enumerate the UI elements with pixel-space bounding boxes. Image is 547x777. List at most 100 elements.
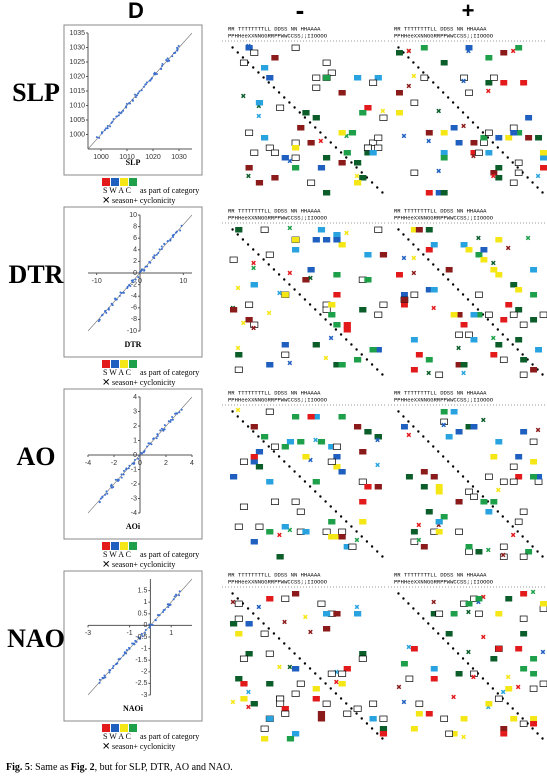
cell-filled (307, 267, 315, 273)
qq-point (162, 610, 165, 613)
diagonal-dot (496, 692, 500, 695)
cell-filled (500, 80, 508, 86)
cell-cross: ✖ (256, 103, 262, 111)
cell-filled (359, 449, 367, 455)
qq-point (163, 424, 166, 427)
diagonal-dot (308, 303, 312, 306)
cell-filled (312, 696, 320, 702)
diagonal-dot (350, 525, 353, 528)
cell-filled (250, 454, 258, 460)
qq-point (103, 674, 106, 677)
cell-filled (480, 247, 488, 253)
matrix-header: PPHHeeXXNNGGRRPPWWCCSS;;IIOOOO (394, 396, 494, 403)
x-axis-label: DTR (125, 340, 142, 349)
cell-empty (369, 700, 378, 707)
legend-swatch (102, 178, 110, 186)
qq-point (116, 662, 119, 665)
diagonal-dot (461, 293, 465, 296)
cell-empty (270, 149, 279, 156)
qq-point (148, 626, 151, 629)
diagonal-dot (441, 637, 445, 640)
diagonal-dot (471, 121, 475, 124)
cell-filled (302, 454, 310, 460)
cell-cross: ✖ (535, 427, 541, 435)
x-tick-label: 1 (169, 630, 173, 637)
cell-filled (535, 474, 543, 480)
cell-empty (534, 478, 543, 485)
y-tick-label: -2 (131, 281, 137, 288)
diagonal-dot (521, 717, 524, 720)
cell-filled (379, 252, 388, 258)
diagonal-dot (324, 318, 327, 321)
diagonal-dot (417, 248, 420, 251)
diagonal-dot (267, 445, 270, 448)
diagonal-dot (314, 672, 317, 675)
legend-swatch (111, 542, 119, 550)
diagonal-dot (486, 682, 490, 685)
diagonal-dot (501, 151, 504, 154)
qq-point (175, 594, 178, 597)
cell-empty (379, 301, 388, 308)
cell-cross: ✖ (490, 335, 496, 343)
qq-point (146, 265, 149, 268)
qq-point (167, 606, 170, 609)
qq-point (148, 442, 151, 445)
cell-filled (515, 337, 523, 343)
cell-filled (485, 701, 493, 707)
cell-filled (328, 312, 336, 318)
cell-cross: ✖ (436, 168, 442, 176)
qq-point (144, 265, 147, 268)
diagonal-dot (272, 450, 276, 453)
diagonal-dot (412, 61, 415, 64)
diagonal-dot (412, 243, 415, 246)
cell-cross: ✖ (510, 48, 516, 56)
qq-point (133, 643, 136, 646)
cell-filled (354, 611, 362, 617)
cell-filled (510, 130, 518, 136)
cell-filled (530, 367, 538, 373)
diagonal-dot (288, 283, 291, 286)
cell-cross: ✖ (480, 634, 486, 642)
qq-point (160, 427, 163, 430)
qq-point (119, 657, 122, 660)
qq-point (152, 437, 155, 440)
cell-filled (480, 135, 488, 141)
diagonal-dot (407, 420, 410, 423)
qq-point (108, 671, 111, 674)
qq-point (176, 48, 179, 51)
cell-filled (435, 519, 443, 525)
cell-filled (348, 130, 357, 136)
matrix-header: RR TTTTTTTTLL DDSS NN HHAAAA (228, 207, 321, 214)
x-tick-label: 2 (164, 460, 168, 467)
column-header: + (462, 0, 475, 23)
y-tick-label: 1005 (69, 117, 85, 124)
diagonal-dot (506, 520, 509, 523)
legend-text: as part of category (140, 550, 199, 559)
legend-swatch (129, 542, 137, 550)
diagonal-dot (397, 46, 400, 49)
cell-cross: ✖ (401, 255, 407, 263)
legend-text: as part of category (140, 368, 199, 377)
diagonal-dot (446, 278, 450, 281)
cell-filled (435, 190, 443, 196)
y-tick-label: -2 (131, 481, 137, 488)
cell-cross: ✖ (431, 599, 437, 607)
cell-empty (260, 630, 269, 637)
cell-cross: ✖ (235, 285, 241, 293)
cell-empty (291, 690, 300, 697)
diagonal-dot (277, 273, 281, 276)
qq-point (138, 90, 141, 93)
cell-empty (514, 159, 523, 166)
diagonal-dot (339, 515, 343, 518)
y-tick-label: 0 (133, 452, 137, 459)
cell-filled (480, 499, 488, 505)
cell-filled (328, 444, 336, 450)
cell-filled (354, 357, 362, 363)
cell-filled (440, 514, 448, 520)
qq-point (106, 127, 109, 130)
cell-filled (379, 731, 388, 737)
qq-point (150, 443, 153, 446)
cell-empty (363, 144, 372, 151)
diagonal-dot (246, 425, 250, 428)
cell-filled (240, 696, 248, 702)
